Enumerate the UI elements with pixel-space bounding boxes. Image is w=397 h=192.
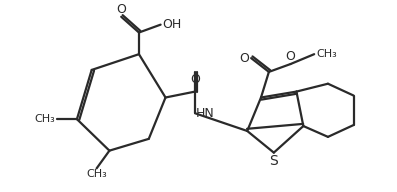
Text: O: O <box>285 50 295 63</box>
Text: CH₃: CH₃ <box>35 114 55 124</box>
Text: S: S <box>270 154 278 168</box>
Text: CH₃: CH₃ <box>316 49 337 59</box>
Text: O: O <box>116 3 126 16</box>
Text: OH: OH <box>162 18 182 31</box>
Text: CH₃: CH₃ <box>86 169 107 179</box>
Text: O: O <box>190 73 200 86</box>
Text: O: O <box>239 52 249 65</box>
Text: HN: HN <box>196 107 215 120</box>
